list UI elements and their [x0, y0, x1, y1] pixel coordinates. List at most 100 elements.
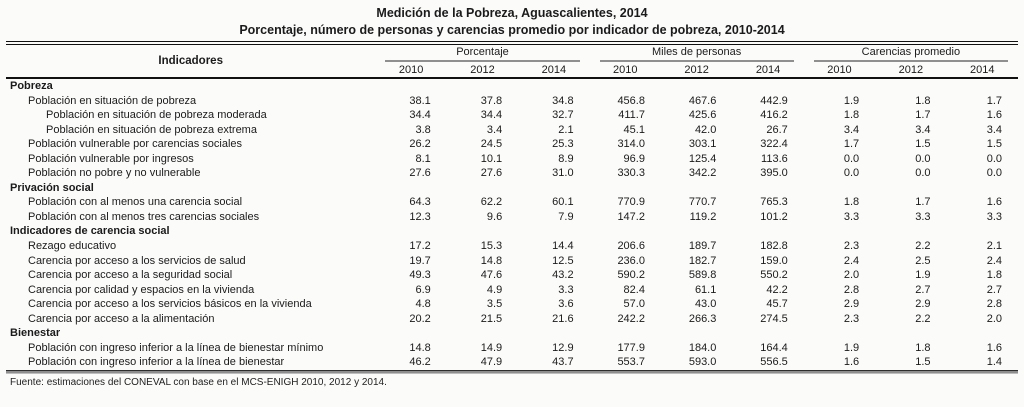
value-cell [518, 326, 589, 341]
value-cell: 10.1 [480, 152, 503, 165]
bottom-rule [6, 369, 1018, 375]
indicator-label: Carencia por acceso a la alimentación [28, 312, 215, 325]
value-cell [375, 78, 446, 94]
value-cell: 14.4 [552, 240, 574, 253]
value-cell [661, 181, 732, 196]
value-cell [947, 224, 1018, 239]
table-row: Carencia por calidad y espacios en la vi… [6, 283, 1018, 298]
value-cell [875, 78, 946, 94]
value-cell: 3.3 [915, 210, 931, 223]
value-cell: 1.4 [986, 356, 1002, 369]
value-cell [804, 78, 875, 94]
value-cell: 3.3 [986, 210, 1002, 223]
indicator-label: Población no pobre y no vulnerable [28, 167, 201, 180]
value-cell: 38.1 [409, 94, 431, 107]
value-cell: 26.2 [409, 138, 431, 151]
table-row: Rezago educativo 17.2 15.3 14.4 206.6 189.7 18… [6, 239, 1018, 254]
value-cell: 125.4 [688, 152, 717, 165]
indicator-label: Población en situación de pobreza [28, 94, 197, 107]
value-cell: 236.0 [617, 254, 645, 267]
value-cell: 2.0 [986, 312, 1002, 325]
indicator-label: Población vulnerable por carencias socia… [28, 138, 243, 151]
value-cell: 274.5 [760, 312, 788, 325]
value-cell [375, 224, 446, 239]
value-cell: 15.3 [480, 240, 503, 253]
value-cell: 266.3 [688, 312, 717, 325]
value-cell: 47.9 [480, 356, 503, 369]
value-cell: 45.7 [766, 298, 788, 311]
value-cell: 43.2 [552, 269, 574, 282]
value-cell: 57.0 [623, 298, 645, 311]
value-cell: 1.8 [986, 269, 1002, 282]
value-cell [732, 224, 803, 239]
value-cell [661, 78, 732, 94]
year-header: 2014 [970, 63, 995, 76]
value-cell: 2.7 [915, 283, 931, 296]
value-cell: 147.2 [617, 210, 645, 223]
year-header: 2014 [755, 63, 781, 76]
value-cell: 8.1 [415, 152, 431, 165]
value-cell: 242.2 [617, 312, 645, 325]
table-row: Población con al menos una carencia soci… [6, 195, 1018, 210]
value-cell: 14.8 [480, 254, 503, 267]
value-cell: 589.8 [688, 269, 717, 282]
column-group-miles-de-personas: Miles de personas [590, 45, 804, 62]
group-label-miles-de-personas: Miles de personas [599, 46, 794, 62]
value-cell [375, 181, 446, 196]
value-cell: 101.2 [760, 210, 788, 223]
value-cell [875, 181, 946, 196]
value-cell: 3.5 [486, 298, 503, 311]
value-cell: 4.9 [486, 283, 503, 296]
value-cell [518, 78, 589, 94]
section-row: Indicadores de carencia social [6, 224, 1018, 239]
value-cell: 12.3 [409, 210, 431, 223]
indicator-label: Población en situación de pobreza extrem… [46, 123, 257, 136]
table-row: Población en situación de pobreza 38.1 37.… [6, 94, 1018, 109]
indicator-label: Carencia por acceso a la seguridad socia… [28, 269, 233, 282]
value-cell [590, 78, 661, 94]
table-row: Carencia por acceso a la seguridad socia… [6, 268, 1018, 283]
value-cell [804, 181, 875, 196]
value-cell: 3.4 [986, 123, 1002, 136]
year-header: 2014 [541, 63, 567, 76]
source-note: Fuente: estimaciones del CONEVAL con bas… [10, 377, 387, 389]
value-cell [947, 326, 1018, 341]
value-cell: 4.8 [415, 298, 431, 311]
value-cell [875, 224, 946, 239]
value-cell [447, 181, 518, 196]
value-cell [518, 224, 589, 239]
value-cell: 82.4 [623, 283, 645, 296]
poverty-report-page: Medición de la Pobreza, Aguascalientes, … [6, 6, 1018, 389]
year-header: 2012 [898, 63, 924, 76]
column-group-porcentaje: Porcentaje [375, 45, 589, 62]
value-cell: 14.8 [409, 341, 431, 354]
indicator-label: Bienestar [10, 327, 61, 340]
value-cell: 765.3 [760, 196, 788, 209]
table-row: Población con ingreso inferior a la líne… [6, 355, 1018, 370]
value-cell: 2.4 [843, 254, 860, 267]
value-cell: 189.7 [688, 240, 717, 253]
value-cell: 1.8 [915, 341, 931, 354]
page-title: Medición de la Pobreza, Aguascalientes, … [376, 6, 648, 20]
value-cell: 0.0 [843, 152, 860, 165]
value-cell: 159.0 [760, 254, 788, 267]
value-cell: 1.7 [843, 138, 860, 151]
value-cell: 1.7 [986, 94, 1002, 107]
indicator-label: Rezago educativo [28, 240, 117, 253]
value-cell [590, 326, 661, 341]
value-cell: 49.3 [409, 269, 431, 282]
value-cell: 590.2 [617, 269, 645, 282]
group-label-carencias-promedio: Carencias promedio [813, 46, 1008, 62]
value-cell: 9.6 [486, 210, 503, 223]
indicator-label: Población vulnerable por ingresos [28, 152, 194, 165]
value-cell: 37.8 [480, 94, 503, 107]
value-cell [875, 326, 946, 341]
top-double-rule [6, 41, 1018, 45]
value-cell: 770.9 [617, 196, 645, 209]
value-cell: 3.6 [558, 298, 574, 311]
table-row: Población vulnerable por carencias socia… [6, 137, 1018, 152]
value-cell: 550.2 [760, 269, 788, 282]
table-row: Carencia por acceso a los servicios de s… [6, 254, 1018, 269]
value-cell: 593.0 [688, 356, 717, 369]
value-cell: 206.6 [617, 240, 645, 253]
